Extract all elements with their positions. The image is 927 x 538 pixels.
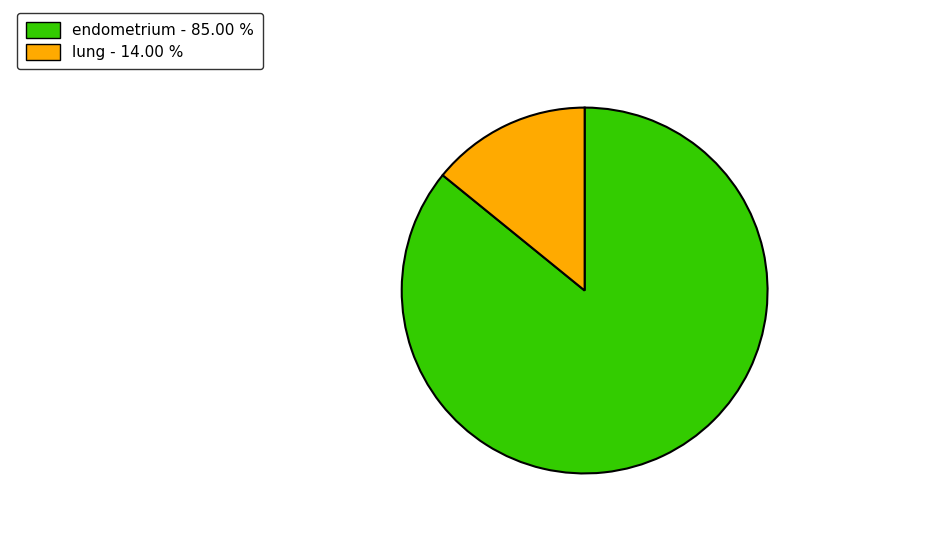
Wedge shape xyxy=(401,108,767,473)
Legend: endometrium - 85.00 %, lung - 14.00 %: endometrium - 85.00 %, lung - 14.00 % xyxy=(17,13,262,69)
Wedge shape xyxy=(442,108,584,291)
